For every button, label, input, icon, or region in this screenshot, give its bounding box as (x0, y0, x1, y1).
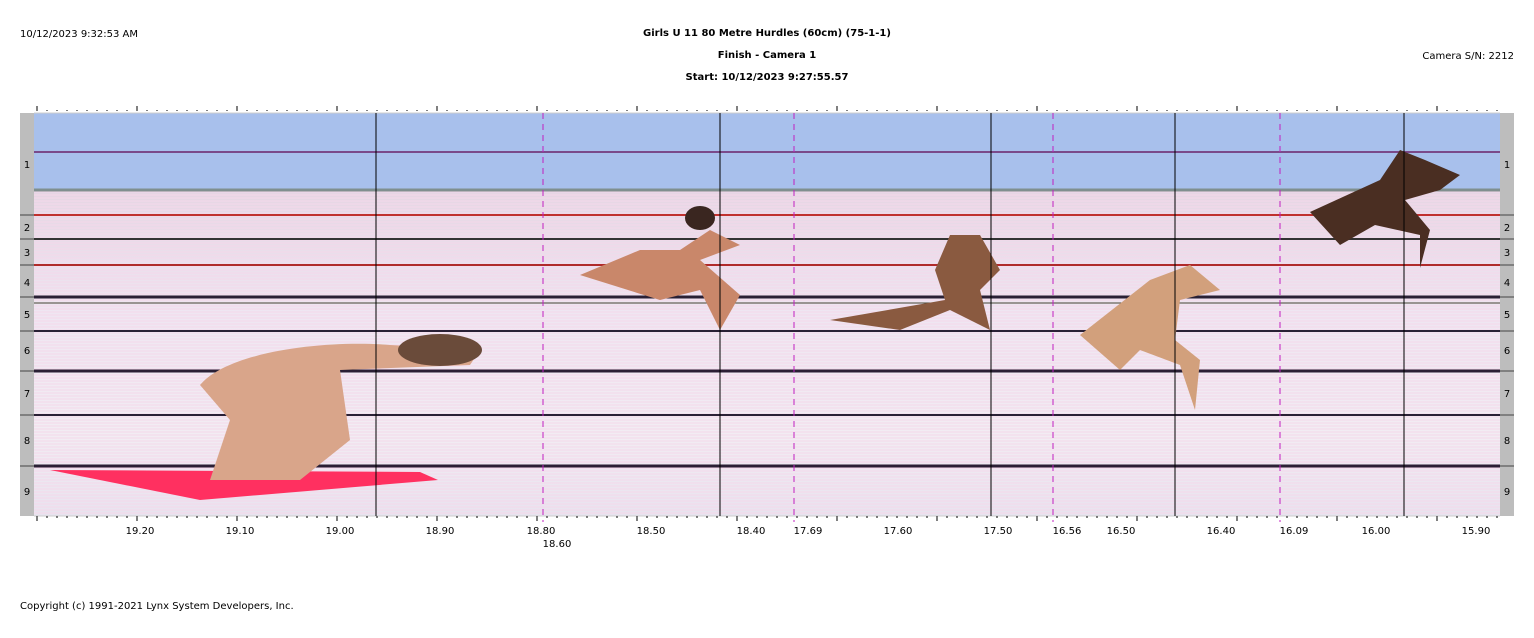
time-label: 16.09 (1280, 526, 1309, 537)
event-title: Girls U 11 80 Metre Hurdles (60cm) (75-1… (643, 28, 891, 39)
time-label: 16.56 (1053, 526, 1082, 537)
time-label: 17.69 (794, 526, 823, 537)
lane-number: 9 (24, 487, 30, 498)
lane-number: 6 (24, 346, 30, 357)
time-label: 16.40 (1207, 526, 1236, 537)
lane-number: 2 (1504, 223, 1510, 234)
athletes (50, 150, 1460, 500)
time-label: 15.90 (1462, 526, 1491, 537)
athlete-shape (1080, 265, 1220, 410)
time-label: 18.80 (527, 526, 556, 537)
lane-number: 1 (1504, 160, 1510, 171)
lane-number: 8 (24, 436, 30, 447)
lane-number: 3 (1504, 248, 1510, 259)
time-label: 19.20 (126, 526, 155, 537)
time-label: 16.50 (1107, 526, 1136, 537)
time-label: 16.00 (1362, 526, 1391, 537)
time-label: 17.60 (884, 526, 913, 537)
copyright: Copyright (c) 1991-2021 Lynx System Deve… (20, 601, 294, 612)
time-label: 18.90 (426, 526, 455, 537)
camera-serial: Camera S/N: 2212 (1422, 51, 1514, 62)
time-label: 18.60 (543, 539, 572, 550)
time-label: 18.40 (737, 526, 766, 537)
time-ruler (34, 106, 1500, 521)
start-time: Start: 10/12/2023 9:27:55.57 (686, 72, 849, 83)
lane-number: 9 (1504, 487, 1510, 498)
athlete-hair (685, 206, 715, 230)
athlete-shape (1310, 150, 1460, 268)
timestamp: 10/12/2023 9:32:53 AM (20, 29, 138, 40)
athlete-shape (200, 343, 480, 480)
lane-number: 5 (24, 310, 30, 321)
lane-number: 1 (24, 160, 30, 171)
athlete-shape (50, 470, 438, 500)
lane-number: 2 (24, 223, 30, 234)
lane-number: 5 (1504, 310, 1510, 321)
time-label: 17.50 (984, 526, 1013, 537)
lane-number: 4 (1504, 278, 1510, 289)
time-label: 18.50 (637, 526, 666, 537)
lane-number: 8 (1504, 436, 1510, 447)
lane-number: 7 (1504, 389, 1510, 400)
time-label: 19.10 (226, 526, 255, 537)
lane-number: 3 (24, 248, 30, 259)
athlete-shape (580, 230, 740, 330)
lane-number: 6 (1504, 346, 1510, 357)
lane-number: 4 (24, 278, 30, 289)
camera-title: Finish - Camera 1 (718, 50, 816, 61)
time-label: 19.00 (326, 526, 355, 537)
lane-number: 7 (24, 389, 30, 400)
athlete-hair (398, 334, 482, 366)
athlete-shape (830, 235, 1000, 330)
